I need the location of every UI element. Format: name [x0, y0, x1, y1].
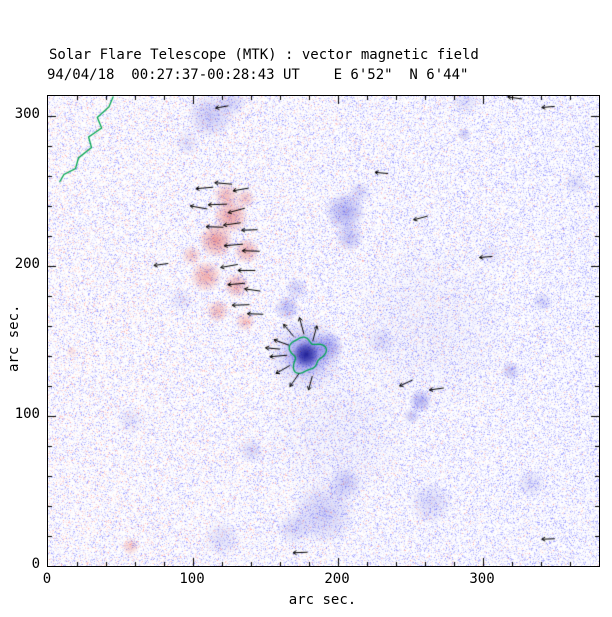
plot-area [47, 95, 600, 567]
x-tick-label: 300 [469, 571, 495, 587]
y-tick-label: 0 [31, 556, 40, 572]
y-tick-label: 100 [14, 405, 40, 422]
x-tick-label: 100 [179, 571, 205, 587]
figure-subtitle: 94/04/18 00:27:37-00:28:43 UT E 6'52" N … [47, 67, 469, 83]
y-tick-label: 300 [14, 105, 40, 122]
figure-title: Solar Flare Telescope (MTK) : vector mag… [49, 47, 479, 63]
y-axis-label: arc sec. [6, 304, 22, 372]
x-tick-label: 200 [324, 571, 350, 587]
magnetogram-canvas [48, 96, 599, 566]
y-tick-label: 200 [14, 255, 40, 272]
x-tick-label: 0 [42, 571, 52, 587]
x-axis-label: arc sec. [288, 592, 357, 608]
